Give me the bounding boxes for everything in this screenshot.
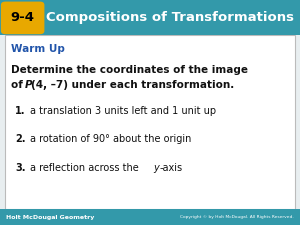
Text: Warm Up: Warm Up — [11, 44, 65, 54]
Text: Holt McDougal Geometry: Holt McDougal Geometry — [6, 215, 94, 220]
Text: 3.: 3. — [15, 163, 26, 173]
FancyBboxPatch shape — [5, 35, 295, 209]
Text: a translation 3 units left and 1 unit up: a translation 3 units left and 1 unit up — [30, 106, 216, 116]
Text: a rotation of 90° about the origin: a rotation of 90° about the origin — [30, 135, 191, 144]
FancyBboxPatch shape — [0, 209, 300, 225]
FancyBboxPatch shape — [0, 0, 300, 35]
Text: P: P — [25, 81, 32, 90]
Text: 1.: 1. — [15, 106, 26, 116]
FancyBboxPatch shape — [1, 2, 44, 34]
Text: Compositions of Transformations: Compositions of Transformations — [46, 11, 295, 24]
Text: Determine the coordinates of the image: Determine the coordinates of the image — [11, 65, 248, 75]
Text: (4, –7) under each transformation.: (4, –7) under each transformation. — [31, 81, 234, 90]
Text: of: of — [11, 81, 27, 90]
Text: y: y — [154, 163, 159, 173]
Text: Copyright © by Holt McDougal. All Rights Reserved.: Copyright © by Holt McDougal. All Rights… — [180, 215, 294, 219]
Text: 2.: 2. — [15, 135, 26, 144]
Text: a reflection across the: a reflection across the — [30, 163, 142, 173]
Text: 9-4: 9-4 — [11, 11, 35, 24]
Text: -axis: -axis — [160, 163, 183, 173]
